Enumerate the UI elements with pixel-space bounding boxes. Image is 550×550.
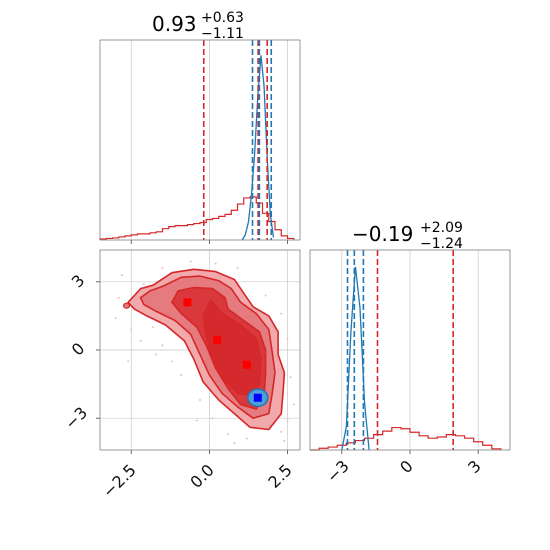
scatter-point: [170, 360, 173, 363]
hist-blue-param2: [341, 266, 370, 451]
y-tick-label: −3: [61, 403, 91, 433]
marker-red: [183, 298, 192, 307]
scatter-point: [120, 274, 123, 276]
title-param2-plus: +2.09: [420, 220, 463, 236]
scatter-point: [189, 260, 192, 263]
y-tick-label: 3: [68, 271, 89, 292]
histogram-param2-panel: [309, 249, 511, 454]
scatter-point: [195, 419, 198, 422]
scatter-point: [292, 403, 295, 406]
scatter-point: [117, 296, 120, 299]
scatter-point: [152, 326, 155, 329]
scatter-point: [155, 353, 158, 356]
scatter-point: [286, 419, 289, 422]
hist-red-param2: [310, 426, 502, 451]
x-tick-label: −3: [323, 456, 353, 486]
x-tick-label: 0: [396, 456, 417, 477]
title-param1: 0.93 +0.63 −1.11: [152, 10, 244, 42]
scatter-point: [286, 337, 289, 340]
y-tick-label: 0: [68, 339, 89, 360]
scatter-point: [211, 417, 214, 420]
panel-frame: [309, 249, 511, 451]
scatter-point: [227, 433, 230, 436]
x-tick-label: 3: [464, 456, 485, 477]
marker-red: [242, 360, 251, 369]
y-ticks-param2: 3 0 −3: [61, 271, 91, 433]
x-ticks-param2: −3 0 3: [323, 456, 485, 486]
x-tick-label: 2.5: [264, 460, 295, 491]
hist-red-param1: [99, 196, 295, 240]
title-param1-value: 0.93: [152, 12, 197, 36]
scatter-point: [233, 442, 236, 445]
scatter-point: [280, 430, 283, 433]
title-param1-minus: −1.11: [201, 26, 244, 42]
scatter-point: [280, 312, 283, 315]
x-tick-label: −2.5: [99, 460, 140, 501]
x-tick-label: 0.0: [186, 460, 217, 491]
scatter-point: [214, 262, 217, 265]
title-param2: −0.19 +2.09 −1.24: [352, 220, 463, 252]
scatter-point: [283, 439, 286, 442]
scatter-point: [130, 328, 133, 331]
scatter-point: [114, 317, 117, 320]
scatter-point: [127, 360, 130, 363]
scatter-point: [142, 283, 145, 286]
marker-blue: [253, 393, 262, 402]
scatter-point: [245, 437, 248, 440]
scatter-point: [236, 267, 239, 270]
panel-frame: [99, 249, 301, 451]
title-param2-value: −0.19: [352, 222, 413, 246]
scatter-point: [180, 374, 183, 376]
histogram-param1-panel: [99, 39, 301, 244]
scatter-point: [199, 399, 201, 401]
scatter-point: [264, 294, 267, 297]
scatter-point: [161, 267, 164, 270]
marker-red: [213, 335, 222, 344]
density-contour-red: [122, 302, 131, 309]
title-param2-minus: −1.24: [420, 236, 463, 252]
scatter-point: [161, 344, 164, 347]
joint-density-panel: [96, 249, 301, 454]
panel-frame: [99, 39, 301, 241]
scatter-point: [139, 339, 142, 342]
x-ticks-param1: −2.5 0.0 2.5: [99, 460, 296, 501]
scatter-point: [289, 376, 292, 379]
title-param1-plus: +0.63: [201, 10, 244, 26]
